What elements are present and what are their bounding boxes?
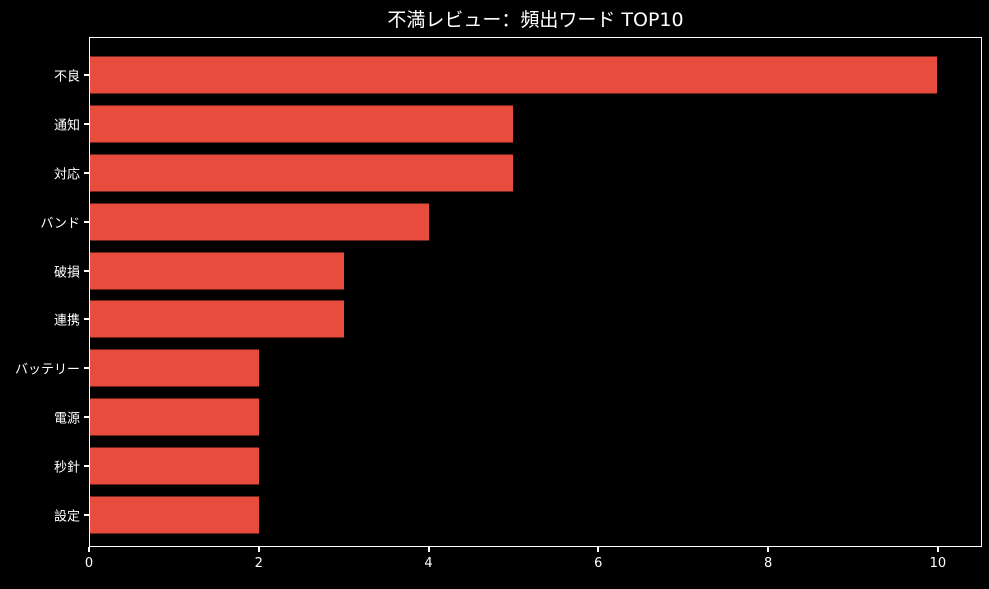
y-tick-mark [83, 513, 89, 516]
bar-row: 通知 [54, 100, 981, 149]
y-axis-label: 不良 [53, 69, 80, 85]
bar [90, 252, 345, 290]
x-tick-mark [427, 547, 430, 552]
y-tick-mark [83, 220, 89, 223]
y-axis-label: 破損 [53, 265, 80, 281]
x-tick-label: 10 [929, 556, 947, 571]
y-tick-mark [83, 367, 89, 370]
bar [90, 300, 345, 338]
y-axis-label: バッテリー [14, 362, 80, 378]
bar-row: バンド [40, 197, 981, 246]
y-axis-label: 通知 [53, 118, 80, 134]
y-tick-mark [83, 123, 89, 126]
y-tick-mark [83, 74, 89, 77]
y-axis-label: 秒針 [53, 460, 80, 476]
bar [90, 105, 514, 143]
y-tick-mark [83, 171, 89, 174]
bar-row: 電源 [54, 393, 981, 442]
y-tick-mark [83, 318, 89, 321]
x-tick-mark [936, 547, 939, 552]
bar [90, 56, 937, 94]
y-axis-label: 対応 [53, 167, 80, 183]
x-tick-label: 4 [424, 556, 433, 571]
plot-area: 不良通知対応バンド破損連携バッテリー電源秒針設定 [15, 37, 982, 547]
bar [90, 398, 260, 436]
y-axis-label: 電源 [53, 411, 80, 427]
bar [90, 447, 260, 485]
x-tick-label: 8 [763, 556, 773, 571]
x-tick-mark [88, 547, 90, 552]
y-tick-mark [83, 269, 89, 272]
bar-row: 不良 [54, 51, 981, 100]
y-axis-label: バンド [40, 216, 80, 232]
bar [90, 496, 260, 534]
x-tick-label: 2 [254, 556, 263, 571]
bar [90, 154, 514, 192]
bar-row: 連携 [54, 295, 981, 344]
chart-title: 不満レビュー：頻出ワード TOP10 [387, 9, 684, 31]
bar-row: バッテリー [15, 344, 981, 393]
x-tick-mark [767, 547, 770, 552]
bar-row: 設定 [54, 490, 981, 539]
y-tick-mark [83, 415, 89, 418]
y-axis-label: 連携 [53, 313, 80, 329]
bar-row: 対応 [54, 149, 981, 198]
y-axis-label: 設定 [53, 509, 80, 525]
y-tick-mark [83, 464, 89, 467]
x-tick-mark [257, 547, 260, 552]
x-tick-label: 6 [594, 556, 603, 571]
bar [90, 349, 260, 387]
x-axis: 0 2 4 6 8 10 [85, 547, 982, 587]
x-tick-label: 0 [84, 556, 94, 571]
bar-row: 破損 [54, 246, 981, 295]
bar-row: 秒針 [54, 441, 981, 490]
bar [90, 203, 429, 241]
x-tick-mark [597, 547, 600, 552]
